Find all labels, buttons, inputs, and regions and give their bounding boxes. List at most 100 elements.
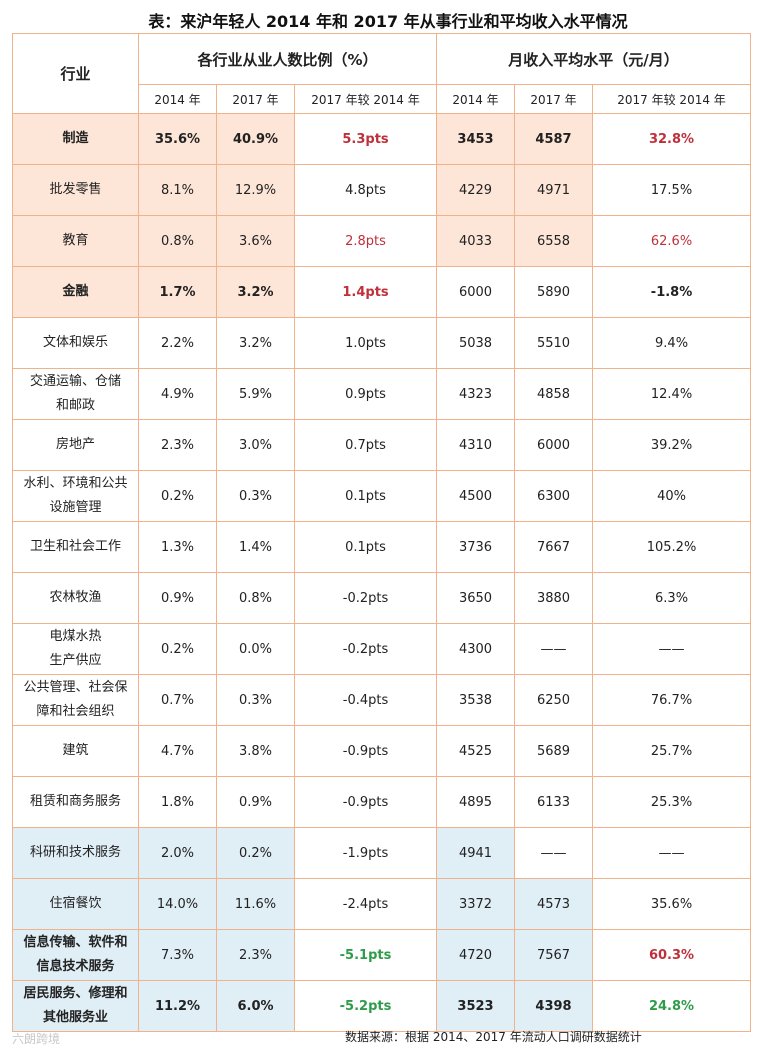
data-source-note: 数据来源：根据 2014、2017 年流动人口调研数据统计	[345, 1030, 642, 1044]
share-2014-cell: 2.3%	[138, 419, 217, 471]
income-change-cell: 12.4%	[592, 368, 752, 420]
income-change-cell: ——	[592, 827, 752, 879]
industry-line-2: 障和社会组织	[36, 704, 115, 719]
industry-cell: 制造	[12, 113, 139, 165]
share-2017-cell: 3.6%	[216, 215, 295, 267]
industry-line-2: 生产供应	[49, 653, 102, 668]
industry-line-2: 信息技术服务	[36, 959, 115, 974]
industry-cell: 农林牧渔	[12, 572, 139, 624]
industry-line-2: 设施管理	[49, 500, 102, 515]
income-change-cell: 60.3%	[592, 929, 752, 981]
income-2014-cell: 4310	[436, 419, 516, 471]
watermark: 六朗跨境	[12, 1032, 61, 1046]
income-2014-cell: 4229	[436, 164, 516, 216]
income-2017-cell: 7567	[514, 929, 594, 981]
share-2017-cell: 0.8%	[216, 572, 295, 624]
share-2014-cell: 1.8%	[138, 776, 217, 828]
share-2014-cell: 2.2%	[138, 317, 217, 369]
header-income-change: 2017 年较 2014 年	[592, 84, 752, 114]
income-2014-cell: 6000	[436, 266, 516, 318]
industry-cell: 租赁和商务服务	[12, 776, 139, 828]
income-2014-cell: 3523	[436, 980, 516, 1032]
share-2014-cell: 4.7%	[138, 725, 217, 777]
industry-line-1: 信息传输、软件和	[23, 935, 128, 950]
share-2017-cell: 0.3%	[216, 470, 295, 522]
income-change-cell: 35.6%	[592, 878, 752, 930]
income-2014-cell: 3650	[436, 572, 516, 624]
table-row: 住宿餐饮 14.0% 11.6% -2.4pts 3372 4573 35.6%	[12, 878, 752, 930]
income-2017-cell: 6558	[514, 215, 594, 267]
table-row: 水利、环境和公共 设施管理 0.2% 0.3% 0.1pts 4500 6300 …	[12, 470, 752, 522]
share-change-cell: -0.2pts	[293, 623, 438, 675]
income-2017-cell: ——	[514, 623, 594, 675]
table-title: 表：来沪年轻人 2014 年和 2017 年从事行业和平均收入水平情况	[148, 12, 628, 31]
share-2017-cell: 2.3%	[216, 929, 295, 981]
industry-line-2: 其他服务业	[42, 1010, 108, 1025]
income-2017-cell: 4573	[514, 878, 594, 930]
header-income-2014: 2014 年	[436, 84, 516, 114]
share-change-cell: 1.4pts	[293, 266, 438, 318]
share-change-cell: 1.0pts	[293, 317, 438, 369]
income-2017-cell: 6133	[514, 776, 594, 828]
industry-cell: 卫生和社会工作	[12, 521, 139, 573]
share-change-cell: 4.8pts	[293, 164, 438, 216]
header-income-2017: 2017 年	[514, 84, 594, 114]
income-2014-cell: 4500	[436, 470, 516, 522]
share-change-cell: 0.7pts	[293, 419, 438, 471]
income-2017-cell: 4858	[514, 368, 594, 420]
income-change-cell: 6.3%	[592, 572, 752, 624]
income-change-cell: 32.8%	[592, 113, 752, 165]
header-row-1: 行业 各行业从业人数比例（%） 月收入平均水平（元/月）	[12, 33, 752, 114]
share-2014-cell: 0.9%	[138, 572, 217, 624]
share-change-cell: 0.9pts	[293, 368, 438, 420]
share-2014-cell: 1.7%	[138, 266, 217, 318]
income-2017-cell: 5510	[514, 317, 594, 369]
share-change-cell: -0.9pts	[293, 725, 438, 777]
share-change-cell: 2.8pts	[293, 215, 438, 267]
industry-cell: 教育	[12, 215, 139, 267]
table-row: 租赁和商务服务 1.8% 0.9% -0.9pts 4895 6133 25.3…	[12, 776, 752, 828]
share-2017-cell: 6.0%	[216, 980, 295, 1032]
income-2017-cell: 4587	[514, 113, 594, 165]
industry-cell: 住宿餐饮	[12, 878, 139, 930]
industry-cell: 科研和技术服务	[12, 827, 139, 879]
share-2017-cell: 3.2%	[216, 317, 295, 369]
industry-cell: 金融	[12, 266, 139, 318]
share-2014-cell: 4.9%	[138, 368, 217, 420]
table-row: 公共管理、社会保 障和社会组织 0.7% 0.3% -0.4pts 3538 62…	[12, 674, 752, 726]
income-2017-cell: ——	[514, 827, 594, 879]
income-2014-cell: 4895	[436, 776, 516, 828]
income-change-cell: ——	[592, 623, 752, 675]
share-2017-cell: 12.9%	[216, 164, 295, 216]
industry-cell: 信息传输、软件和 信息技术服务	[12, 929, 139, 981]
income-change-cell: 25.7%	[592, 725, 752, 777]
income-2017-cell: 6250	[514, 674, 594, 726]
industry-cell: 批发零售	[12, 164, 139, 216]
table-row: 信息传输、软件和 信息技术服务 7.3% 2.3% -5.1pts 4720 75…	[12, 929, 752, 981]
header-share-group: 各行业从业人数比例（%）	[137, 33, 438, 85]
share-change-cell: -5.1pts	[293, 929, 438, 981]
income-2014-cell: 4323	[436, 368, 516, 420]
income-2017-cell: 6300	[514, 470, 594, 522]
share-change-cell: -0.4pts	[293, 674, 438, 726]
industry-cell: 房地产	[12, 419, 139, 471]
share-2017-cell: 0.9%	[216, 776, 295, 828]
income-2017-cell: 4971	[514, 164, 594, 216]
industry-cell: 水利、环境和公共 设施管理	[12, 470, 139, 522]
share-2014-cell: 8.1%	[138, 164, 217, 216]
table-row: 农林牧渔 0.9% 0.8% -0.2pts 3650 3880 6.3%	[12, 572, 752, 624]
share-2014-cell: 0.8%	[138, 215, 217, 267]
share-2017-cell: 40.9%	[216, 113, 295, 165]
table-row: 房地产 2.3% 3.0% 0.7pts 4310 6000 39.2%	[12, 419, 752, 471]
table-row: 建筑 4.7% 3.8% -0.9pts 4525 5689 25.7%	[12, 725, 752, 777]
share-change-cell: 0.1pts	[293, 521, 438, 573]
income-change-cell: 9.4%	[592, 317, 752, 369]
share-2017-cell: 3.2%	[216, 266, 295, 318]
income-change-cell: 76.7%	[592, 674, 752, 726]
income-change-cell: 40%	[592, 470, 752, 522]
table-row: 教育 0.8% 3.6% 2.8pts 4033 6558 62.6%	[12, 215, 752, 267]
income-change-cell: 17.5%	[592, 164, 752, 216]
share-2017-cell: 0.2%	[216, 827, 295, 879]
income-change-cell: -1.8%	[592, 266, 752, 318]
income-2014-cell: 3453	[436, 113, 516, 165]
